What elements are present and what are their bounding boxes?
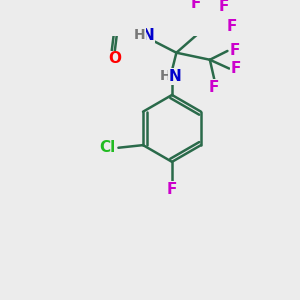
Text: F: F	[227, 19, 237, 34]
Text: F: F	[229, 44, 240, 59]
Text: O: O	[108, 51, 121, 66]
Text: H: H	[160, 70, 172, 83]
Text: H: H	[134, 28, 145, 42]
Text: F: F	[190, 0, 201, 11]
Text: N: N	[142, 28, 155, 43]
Text: N: N	[168, 69, 181, 84]
Text: Cl: Cl	[100, 140, 116, 155]
Text: F: F	[219, 0, 229, 14]
Text: F: F	[167, 182, 177, 196]
Text: F: F	[209, 80, 219, 94]
Text: F: F	[231, 61, 242, 76]
